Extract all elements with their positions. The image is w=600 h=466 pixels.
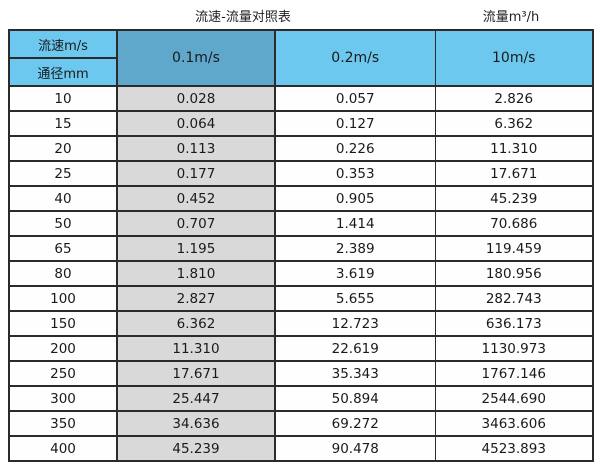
flow-value-cell: 636.173 bbox=[434, 310, 594, 337]
diameter-cell: 200 bbox=[8, 335, 118, 362]
flow-value-cell: 0.057 bbox=[274, 85, 436, 112]
table-header: 流速m/s 0.1m/s 0.2m/s 10m/s 通径mm bbox=[8, 29, 594, 87]
flow-value-cell: 1130.973 bbox=[434, 335, 594, 362]
flow-value-cell: 22.619 bbox=[274, 335, 436, 362]
flow-value-cell: 0.905 bbox=[274, 185, 436, 212]
flow-value-cell: 6.362 bbox=[434, 110, 594, 137]
table-row: 300 25.447 50.894 2544.690 bbox=[8, 385, 594, 412]
flow-value-cell: 34.636 bbox=[116, 410, 276, 437]
flow-value-cell: 45.239 bbox=[434, 185, 594, 212]
diameter-cell: 350 bbox=[8, 410, 118, 437]
flow-value-cell: 5.655 bbox=[274, 285, 436, 312]
flow-value-cell: 4523.893 bbox=[434, 435, 594, 462]
table-row: 100 2.827 5.655 282.743 bbox=[8, 285, 594, 312]
table-body: 10 0.028 0.057 2.826 15 0.064 0.127 6.362 20 0.11… bbox=[8, 85, 594, 462]
flow-value-cell: 70.686 bbox=[434, 210, 594, 237]
flow-value-cell: 1767.146 bbox=[434, 360, 594, 387]
diameter-cell: 65 bbox=[8, 235, 118, 262]
diameter-cell: 50 bbox=[8, 210, 118, 237]
header-row-bottom: 通径mm bbox=[8, 57, 593, 87]
flow-value-cell: 1.810 bbox=[116, 260, 276, 287]
flow-rate-unit-label: 流量m³/h bbox=[482, 10, 540, 25]
column-header-10ms: 10m/s bbox=[434, 29, 594, 87]
table-row: 15 0.064 0.127 6.362 bbox=[8, 110, 594, 137]
diameter-cell: 20 bbox=[8, 135, 118, 162]
table-row: 20 0.113 0.226 11.310 bbox=[8, 135, 594, 162]
flow-value-cell: 11.310 bbox=[116, 335, 276, 362]
flow-value-cell: 6.362 bbox=[116, 310, 276, 337]
flow-value-cell: 0.177 bbox=[116, 160, 276, 187]
flow-velocity-table: 流速m/s 0.1m/s 0.2m/s 10m/s 通径mm 10 0.028 0.… bbox=[8, 29, 594, 462]
flow-value-cell: 0.028 bbox=[116, 85, 276, 112]
flow-value-cell: 282.743 bbox=[434, 285, 594, 312]
table-row: 25 0.177 0.353 17.671 bbox=[8, 160, 594, 187]
flow-value-cell: 2.827 bbox=[116, 285, 276, 312]
table-row: 50 0.707 1.414 70.686 bbox=[8, 210, 594, 237]
table-row: 40 0.452 0.905 45.239 bbox=[8, 185, 594, 212]
flow-value-cell: 50.894 bbox=[274, 385, 436, 412]
table-row: 350 34.636 69.272 3463.606 bbox=[8, 410, 594, 437]
flow-value-cell: 0.064 bbox=[116, 110, 276, 137]
flow-value-cell: 0.707 bbox=[116, 210, 276, 237]
diameter-cell: 15 bbox=[8, 110, 118, 137]
table-row: 400 45.239 90.478 4523.893 bbox=[8, 435, 594, 462]
diameter-cell: 150 bbox=[8, 310, 118, 337]
header-row-top: 流速m/s 0.1m/s 0.2m/s 10m/s bbox=[8, 29, 594, 87]
column-header-0-1ms: 0.1m/s bbox=[116, 29, 276, 87]
flow-value-cell: 3.619 bbox=[274, 260, 436, 287]
flow-value-cell: 17.671 bbox=[434, 160, 594, 187]
diameter-cell: 250 bbox=[8, 360, 118, 387]
flow-value-cell: 90.478 bbox=[274, 435, 436, 462]
diameter-cell: 80 bbox=[8, 260, 118, 287]
flow-value-cell: 17.671 bbox=[116, 360, 276, 387]
flow-value-cell: 2544.690 bbox=[434, 385, 594, 412]
flow-value-cell: 35.343 bbox=[274, 360, 436, 387]
table-row: 65 1.195 2.389 119.459 bbox=[8, 235, 594, 262]
table-row: 200 11.310 22.619 1130.973 bbox=[8, 335, 594, 362]
diameter-cell: 300 bbox=[8, 385, 118, 412]
flow-value-cell: 69.272 bbox=[274, 410, 436, 437]
flow-value-cell: 3463.606 bbox=[434, 410, 594, 437]
flow-value-cell: 0.127 bbox=[274, 110, 436, 137]
table-row: 150 6.362 12.723 636.173 bbox=[8, 310, 594, 337]
flow-value-cell: 0.353 bbox=[274, 160, 436, 187]
corner-diameter-label: 通径mm bbox=[8, 57, 118, 87]
diameter-cell: 400 bbox=[8, 435, 118, 462]
table-row: 250 17.671 35.343 1767.146 bbox=[8, 360, 594, 387]
flow-value-cell: 25.447 bbox=[116, 385, 276, 412]
table-row: 80 1.810 3.619 180.956 bbox=[8, 260, 594, 287]
table-title: 流速-流量对照表 bbox=[195, 10, 291, 25]
diameter-cell: 25 bbox=[8, 160, 118, 187]
column-header-0-2ms: 0.2m/s bbox=[274, 29, 436, 87]
flow-value-cell: 2.826 bbox=[434, 85, 594, 112]
flow-value-cell: 12.723 bbox=[274, 310, 436, 337]
corner-velocity-label: 流速m/s bbox=[8, 29, 118, 59]
flow-value-cell: 45.239 bbox=[116, 435, 276, 462]
diameter-cell: 40 bbox=[8, 185, 118, 212]
flow-value-cell: 2.389 bbox=[274, 235, 436, 262]
flow-value-cell: 180.956 bbox=[434, 260, 594, 287]
table-row: 10 0.028 0.057 2.826 bbox=[8, 85, 594, 112]
flow-value-cell: 0.113 bbox=[116, 135, 276, 162]
flow-value-cell: 1.414 bbox=[274, 210, 436, 237]
diameter-cell: 100 bbox=[8, 285, 118, 312]
flow-value-cell: 0.452 bbox=[116, 185, 276, 212]
flow-value-cell: 11.310 bbox=[434, 135, 594, 162]
diameter-cell: 10 bbox=[8, 85, 118, 112]
flow-value-cell: 119.459 bbox=[434, 235, 594, 262]
flow-value-cell: 0.226 bbox=[274, 135, 436, 162]
flow-value-cell: 1.195 bbox=[116, 235, 276, 262]
